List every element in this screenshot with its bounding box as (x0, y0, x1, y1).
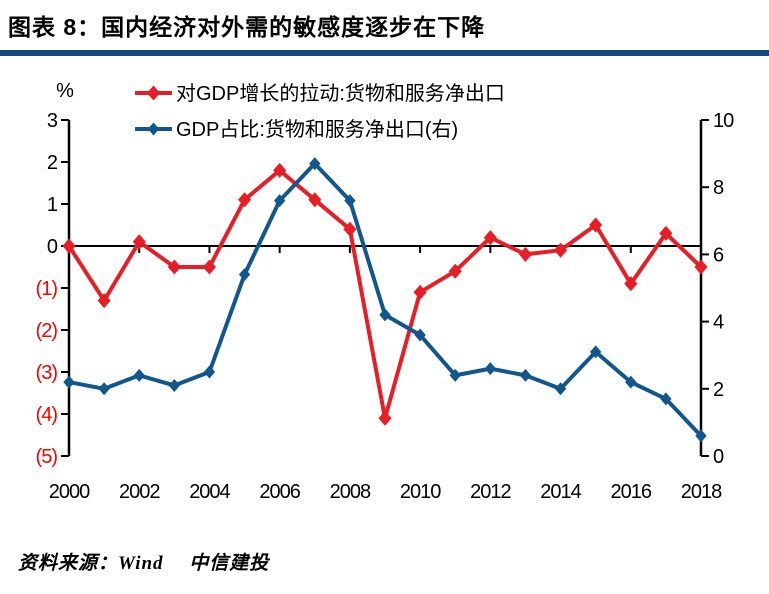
data-point-marker (167, 259, 181, 275)
data-point-marker (168, 378, 180, 392)
legend-item-label: 对GDP增长的拉动:货物和服务净出口 (176, 82, 505, 105)
right-axis-tick-label: 6 (713, 244, 724, 266)
left-axis-tick-label: 0 (47, 236, 58, 258)
data-point-marker (413, 284, 427, 300)
data-point-marker (62, 238, 76, 254)
data-point-marker (484, 362, 496, 376)
data-point-marker (659, 225, 673, 241)
x-axis-tick-label: 2012 (470, 481, 511, 503)
data-point-marker (449, 368, 461, 382)
data-point-marker (133, 368, 145, 382)
data-point-marker (98, 382, 110, 396)
chart-title: 图表 8：国内经济对外需的敏感度逐步在下降 (8, 14, 486, 40)
data-point-marker (238, 268, 251, 282)
data-point-marker (203, 365, 216, 379)
data-point-marker (590, 345, 602, 359)
left-axis-tick-label: 2 (47, 152, 58, 174)
data-point-marker (309, 157, 321, 171)
data-point-marker (378, 410, 392, 426)
data-point-marker (414, 328, 426, 342)
left-axis-tick-label: (5) (36, 446, 58, 468)
left-axis-tick-label: (2) (36, 320, 58, 342)
data-point-marker (97, 293, 111, 309)
left-axis-tick-label: 1 (47, 194, 58, 216)
right-axis-tick-label: 2 (713, 379, 724, 401)
data-point-marker (448, 263, 462, 279)
data-point-marker (132, 234, 146, 250)
x-axis-tick-label: 2002 (119, 481, 160, 503)
data-point-marker (274, 194, 286, 208)
data-point-marker (660, 392, 672, 406)
x-axis-tick-label: 2010 (400, 481, 441, 503)
data-point-marker (202, 259, 216, 275)
data-point-marker (625, 375, 637, 389)
x-axis-tick-label: 2018 (681, 481, 722, 503)
data-point-marker (344, 194, 356, 208)
legend-marker-icon (146, 85, 161, 101)
left-axis-tick-label: (1) (36, 278, 58, 300)
series-line-1 (67, 161, 703, 438)
data-point-marker (589, 217, 603, 233)
x-axis-tick-label: 2000 (49, 481, 90, 503)
data-point-marker (238, 192, 252, 208)
x-axis-tick-label: 2014 (540, 481, 581, 503)
left-axis-tick-label: (4) (36, 404, 58, 426)
x-axis-tick-label: 2004 (189, 481, 230, 503)
x-axis-tick-label: 2016 (611, 481, 652, 503)
left-axis-unit-label: % (56, 80, 74, 102)
source-note: 资料来源：Wind 中信建投 (18, 553, 270, 574)
x-axis-tick-label: 2006 (259, 481, 300, 503)
data-point-marker (483, 230, 497, 246)
data-point-marker (624, 276, 638, 292)
data-point-marker (343, 221, 357, 237)
data-point-marker (554, 382, 567, 396)
data-point-marker (694, 259, 708, 275)
data-point-marker (273, 162, 287, 178)
title-divider-bar (0, 50, 769, 56)
left-axis-tick-label: (3) (36, 362, 58, 384)
right-axis-tick-label: 10 (713, 110, 734, 132)
x-axis-tick-label: 2008 (330, 481, 371, 503)
data-point-marker (63, 375, 75, 389)
right-axis-tick-label: 8 (713, 177, 724, 199)
data-point-marker (379, 308, 391, 322)
data-point-marker (695, 429, 707, 443)
right-axis-tick-label: 4 (713, 312, 724, 334)
left-axis-tick-label: 3 (47, 110, 58, 132)
legend-item-label: GDP占比:货物和服务净出口(右) (176, 118, 458, 141)
right-axis-tick-label: 0 (713, 446, 724, 468)
data-point-marker (518, 246, 532, 262)
legend-marker-icon (147, 122, 160, 136)
data-point-marker (554, 242, 568, 258)
data-point-marker (308, 192, 322, 208)
data-point-marker (519, 368, 532, 382)
